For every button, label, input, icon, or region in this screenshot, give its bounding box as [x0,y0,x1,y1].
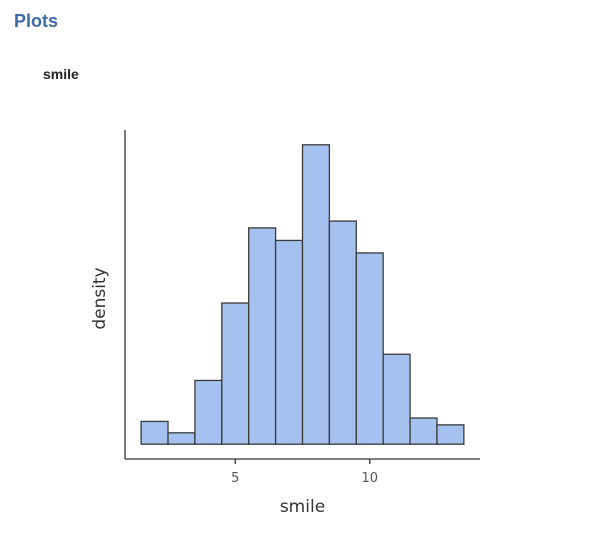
x-axis-ticks: 5 10 [231,459,378,486]
histogram-bar-5 [248,227,277,445]
y-axis-label: density [90,267,110,329]
section-title: Plots [14,11,59,31]
histogram-bar-10 [382,353,411,445]
histogram-bar-11 [409,417,438,445]
histogram-bars [140,144,465,445]
histogram-bar-8 [328,220,357,445]
histogram-bar-1 [140,420,169,445]
plot-title: smile [43,66,79,82]
histogram-bar-4 [221,302,250,445]
x-axis-label: smile [280,497,325,517]
histogram-bar-12 [436,424,465,445]
histogram-bar-6 [274,239,304,445]
x-tick-label: 5 [231,471,239,486]
histogram-bar-2 [167,432,196,445]
x-tick-label: 10 [361,471,378,486]
histogram-bar-3 [194,379,223,445]
histogram-bar-7 [301,144,331,445]
histogram-bar-9 [355,252,384,445]
